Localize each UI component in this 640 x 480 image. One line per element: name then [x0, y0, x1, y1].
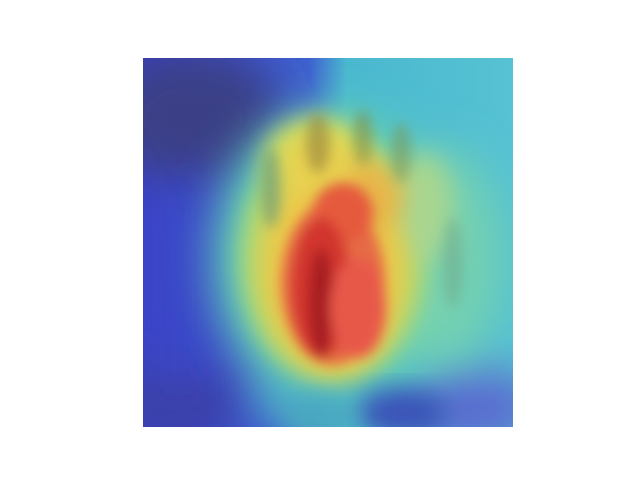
- peak-activation: [281, 183, 386, 365]
- heatmap-image: [143, 58, 513, 427]
- bottom-low-activation: [283, 388, 448, 427]
- finger-contours: [261, 110, 463, 308]
- heatmap-overlay: [143, 58, 513, 427]
